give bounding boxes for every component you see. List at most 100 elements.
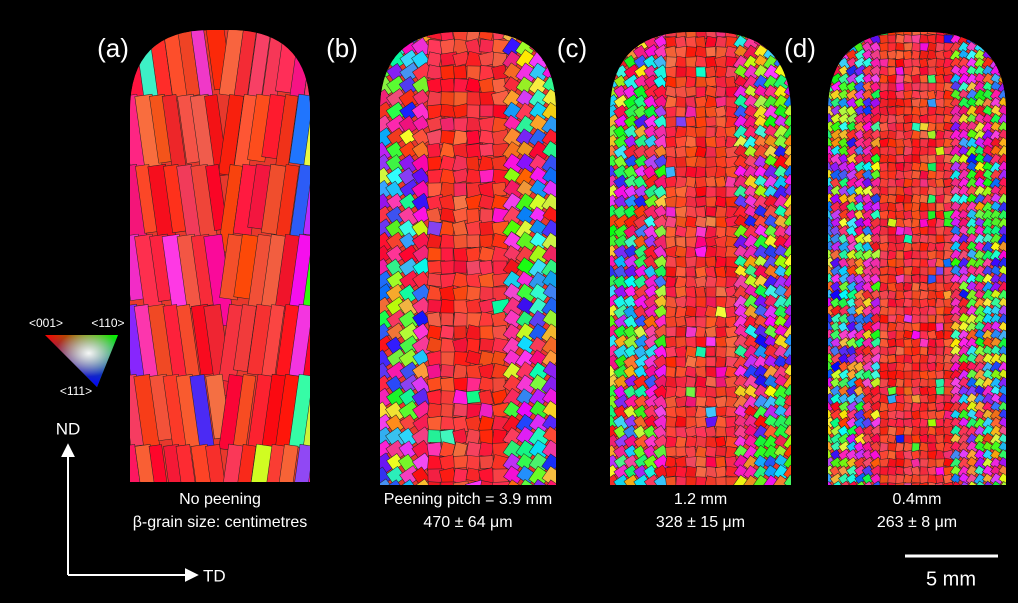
grain <box>705 426 716 438</box>
grain <box>912 147 921 156</box>
grain <box>887 154 896 163</box>
figure: <001> <110> <111> ND TD 5 mm (a)No peeni… <box>0 0 1018 603</box>
grain-map <box>603 24 801 491</box>
grain <box>919 282 928 291</box>
grain <box>441 92 456 106</box>
grain <box>706 207 717 217</box>
grain <box>454 378 469 391</box>
grain <box>441 313 453 326</box>
grain <box>880 259 888 267</box>
grain <box>920 355 929 365</box>
grain <box>895 466 904 475</box>
grain <box>936 475 944 484</box>
grain <box>480 235 494 248</box>
grain <box>904 107 912 115</box>
grain <box>920 83 929 91</box>
grain <box>912 171 921 179</box>
grain <box>665 346 677 357</box>
grain <box>686 86 697 96</box>
panel-caption: 0.4mm <box>893 491 942 508</box>
grain <box>887 338 896 347</box>
grain <box>928 403 937 411</box>
page: <001> <110> <111> ND TD 5 mm (a)No peeni… <box>0 0 1018 603</box>
grain <box>706 157 716 168</box>
grain <box>936 371 945 379</box>
grain <box>920 227 929 236</box>
grain <box>920 347 928 356</box>
grain <box>428 430 442 443</box>
td-label: TD <box>203 566 226 585</box>
grain <box>440 117 455 132</box>
grain <box>467 209 480 224</box>
grain <box>880 219 888 227</box>
grain-map <box>372 24 564 501</box>
grain <box>904 99 912 108</box>
grain <box>896 147 904 155</box>
grain-map <box>120 24 331 536</box>
grain <box>480 456 494 469</box>
grain <box>912 363 919 371</box>
grain <box>887 354 896 363</box>
panel-caption: 263 ± 8 μm <box>877 514 957 531</box>
grain <box>705 446 716 457</box>
grain <box>466 130 480 144</box>
panel-label: (d) <box>784 33 816 63</box>
grain <box>904 411 912 418</box>
panel-label: (c) <box>557 33 587 63</box>
grain <box>492 351 507 366</box>
panel-caption: 1.2 mm <box>674 491 727 508</box>
grain <box>895 410 904 419</box>
grain <box>666 287 677 298</box>
grain <box>904 91 913 100</box>
panel-caption: 328 ± 15 μm <box>656 514 745 531</box>
grain <box>888 187 897 195</box>
grain <box>943 162 952 171</box>
grain <box>454 326 466 339</box>
grain <box>440 78 455 92</box>
grain <box>715 86 726 97</box>
grain <box>706 217 717 227</box>
grain <box>467 105 480 119</box>
grain <box>696 337 707 347</box>
grain <box>928 155 937 164</box>
grain <box>686 267 696 278</box>
grain <box>454 261 467 273</box>
grain <box>912 315 921 324</box>
grain <box>665 126 676 137</box>
grain <box>428 183 442 197</box>
grain <box>904 43 913 51</box>
grain <box>715 466 726 477</box>
grain <box>666 207 676 217</box>
grain <box>904 403 912 412</box>
grain <box>888 59 896 67</box>
grain <box>706 347 715 356</box>
grain <box>716 447 726 457</box>
grain <box>716 427 727 437</box>
grain <box>887 434 896 443</box>
grain <box>904 83 913 92</box>
grain <box>706 357 716 366</box>
grain <box>454 118 468 132</box>
grain <box>920 267 928 276</box>
grain <box>911 274 920 283</box>
grain <box>440 299 456 315</box>
grain <box>935 258 945 268</box>
ipf-label: <110> <box>91 316 124 330</box>
grain <box>440 325 454 339</box>
grain <box>928 315 935 323</box>
grain <box>919 418 928 428</box>
panel-caption: β-grain size: centimetres <box>133 514 308 531</box>
grain <box>888 443 896 451</box>
grain <box>479 143 494 156</box>
grain <box>920 75 928 84</box>
grain <box>936 419 944 427</box>
grain <box>706 386 718 397</box>
grain <box>705 176 716 187</box>
grain <box>706 117 717 127</box>
grain <box>686 407 697 417</box>
grain <box>705 56 717 68</box>
grain <box>453 65 466 79</box>
grain <box>904 275 912 283</box>
grain <box>666 227 676 238</box>
panel-label: (a) <box>97 33 129 63</box>
